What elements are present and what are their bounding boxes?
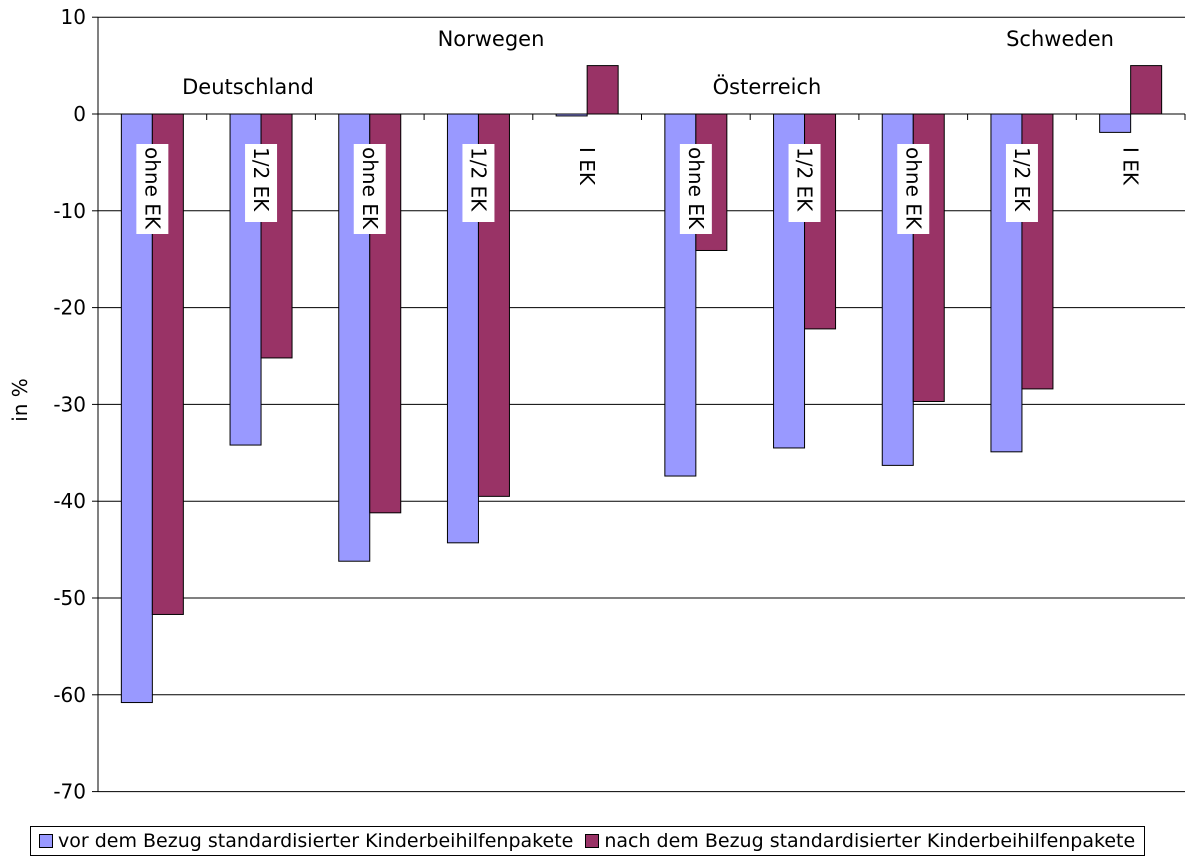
country-label-0: Deutschland: [182, 75, 314, 99]
category-label-6: 1/2 EK: [788, 144, 821, 222]
bar-series-2-4: [586, 65, 619, 115]
legend-item-series-1: vor dem Bezug standardisierter Kinderbei…: [39, 830, 573, 852]
category-label-bg: [679, 144, 712, 234]
legend-swatch-series-1: [39, 834, 53, 848]
y-tick-label: -70: [53, 780, 86, 804]
country-label-2: Österreich: [713, 74, 822, 99]
category-label-5: ohne EK: [679, 144, 712, 234]
y-tick-label: 10: [61, 5, 86, 29]
category-label-text: 1/2 EK: [1010, 147, 1034, 212]
y-axis-label: in %: [8, 378, 32, 422]
bar-group: [120, 65, 1163, 704]
legend: vor dem Bezug standardisierter Kinderbei…: [30, 826, 1145, 856]
bar-series-2-9: [1130, 65, 1163, 115]
category-label-bg: [897, 144, 930, 234]
legend-item-series-2: nach dem Bezug standardisierter Kinderbe…: [585, 830, 1135, 852]
bar-series-1-9: [1099, 113, 1132, 133]
country-label-1: Norwegen: [438, 27, 545, 51]
category-label-7: ohne EK: [897, 144, 930, 234]
category-label-bg: [462, 144, 495, 222]
category-label-bg: [136, 144, 169, 234]
y-tick-label: -40: [53, 489, 86, 513]
category-label-text: ohne EK: [358, 147, 382, 230]
category-label-text: ohne EK: [140, 147, 164, 230]
category-label-bg: [353, 144, 386, 234]
category-label-9: I EK: [1114, 144, 1147, 198]
legend-label-series-1: vor dem Bezug standardisierter Kinderbei…: [58, 830, 574, 852]
axes: 10 0 -10 -20 -30 -40 -50 -60 -70: [53, 5, 1186, 804]
category-label-1: 1/2 EK: [245, 144, 278, 222]
legend-swatch-series-2: [585, 834, 600, 848]
y-tick-label: -10: [53, 199, 86, 223]
category-label-bg: [788, 144, 821, 222]
category-label-3: 1/2 EK: [462, 144, 495, 222]
category-label-0: ohne EK: [136, 144, 169, 234]
annotations: ohne EK 1/2 EK ohne EK 1/2 EK I EK ohne EK 1/2…: [136, 27, 1147, 234]
category-label-text: I EK: [575, 147, 599, 186]
category-label-text: 1/2 EK: [466, 147, 490, 212]
category-label-bg: [571, 144, 604, 198]
category-label-bg: [245, 144, 278, 222]
category-label-text: ohne EK: [684, 147, 708, 230]
country-label-3: Schweden: [1006, 27, 1114, 51]
y-tick-label: -60: [53, 683, 86, 707]
y-tick-label: -50: [53, 586, 86, 610]
category-label-bg: [1005, 144, 1038, 222]
category-label-4: I EK: [571, 144, 604, 198]
category-label-text: I EK: [1119, 147, 1143, 186]
category-label-text: 1/2 EK: [793, 147, 817, 212]
category-label-text: 1/2 EK: [249, 147, 273, 212]
y-tick-label: 0: [73, 102, 86, 126]
y-tick-label: -30: [53, 392, 86, 416]
y-tick-label: -20: [53, 296, 86, 320]
legend-label-series-2: nach dem Bezug standardisierter Kinderbe…: [604, 830, 1136, 852]
category-label-bg: [1114, 144, 1147, 198]
bar-series-1-4: [555, 113, 588, 117]
category-label-8: 1/2 EK: [1005, 144, 1038, 222]
category-label-text: ohne EK: [901, 147, 925, 230]
category-label-2: ohne EK: [353, 144, 386, 234]
